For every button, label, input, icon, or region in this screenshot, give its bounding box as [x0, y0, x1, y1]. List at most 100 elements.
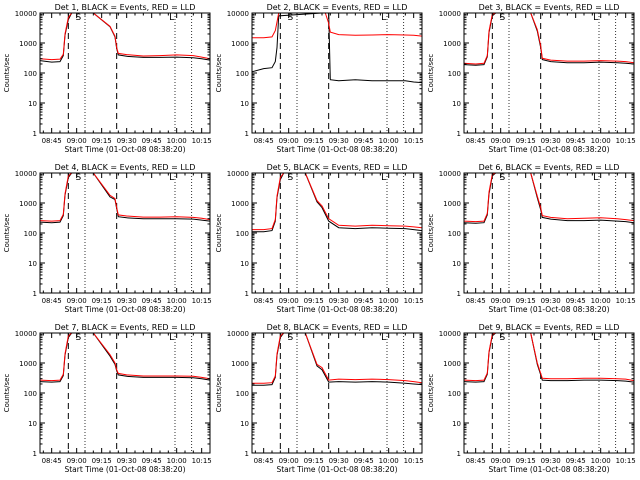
x-tick-label: 10:00	[379, 297, 399, 305]
x-tick-label: 09:15	[304, 457, 324, 465]
x-tick-label: 09:45	[566, 457, 586, 465]
y-tick-label: 1000	[231, 40, 249, 48]
x-tick-label: 09:00	[491, 137, 511, 145]
x-tick-label: 09:30	[541, 137, 561, 145]
x-tick-label: 08:45	[254, 297, 274, 305]
x-tick-label: 08:45	[254, 457, 274, 465]
marker-l-label: L	[169, 333, 174, 343]
y-tick-label: 10	[28, 100, 37, 108]
marker-s-label: S	[75, 333, 81, 343]
y-tick-label: 100	[236, 230, 249, 238]
x-tick-label: 09:45	[566, 297, 586, 305]
x-tick-label: 10:00	[591, 297, 611, 305]
y-tick-label: 1000	[443, 200, 461, 208]
x-tick-label: 09:45	[142, 137, 162, 145]
series-line-events	[464, 13, 634, 66]
y-tick-label: 1000	[19, 360, 37, 368]
panel-title: Det 1, BLACK = Events, RED = LLD	[55, 3, 196, 12]
x-tick-label: 08:45	[42, 457, 62, 465]
y-axis-title: Counts/sec	[427, 374, 435, 413]
y-tick-label: 10	[240, 420, 249, 428]
y-tick-label: 100	[24, 70, 37, 78]
series-line-lld	[252, 333, 422, 384]
y-tick-label: 10000	[227, 170, 249, 178]
series-line-lld	[252, 173, 422, 231]
x-axis-title: Start Time (01-Oct-08 08:38:20)	[488, 145, 609, 154]
x-tick-label: 10:00	[167, 137, 187, 145]
x-tick-label: 10:15	[404, 297, 424, 305]
x-tick-label: 09:00	[491, 457, 511, 465]
marker-s-label: S	[287, 13, 293, 23]
y-axis-title: Counts/sec	[427, 54, 435, 93]
x-tick-label: 08:45	[42, 137, 62, 145]
x-tick-label: 09:00	[491, 297, 511, 305]
y-tick-label: 1	[33, 130, 37, 138]
y-tick-label: 10	[452, 100, 461, 108]
x-tick-label: 09:45	[566, 137, 586, 145]
x-tick-label: 09:30	[117, 457, 137, 465]
y-tick-label: 10000	[15, 170, 37, 178]
x-tick-label: 10:15	[404, 137, 424, 145]
series-line-events	[252, 333, 422, 386]
y-tick-label: 1000	[231, 200, 249, 208]
y-tick-label: 10000	[227, 330, 249, 338]
x-tick-label: 09:00	[279, 297, 299, 305]
panel-title: Det 9, BLACK = Events, RED = LLD	[479, 323, 620, 332]
x-tick-label: 10:00	[379, 137, 399, 145]
x-axis-title: Start Time (01-Oct-08 08:38:20)	[276, 145, 397, 154]
x-tick-label: 08:45	[42, 297, 62, 305]
y-tick-label: 10000	[439, 330, 461, 338]
x-tick-label: 08:45	[254, 137, 274, 145]
x-tick-label: 10:15	[616, 457, 636, 465]
x-tick-label: 09:15	[516, 137, 536, 145]
x-tick-label: 09:00	[67, 137, 87, 145]
marker-s-label: S	[75, 173, 81, 183]
x-tick-label: 10:00	[167, 457, 187, 465]
x-axis-title: Start Time (01-Oct-08 08:38:20)	[276, 465, 397, 474]
x-tick-label: 09:30	[117, 297, 137, 305]
y-tick-label: 1	[457, 290, 461, 298]
y-tick-label: 100	[448, 230, 461, 238]
y-tick-label: 1	[245, 450, 249, 458]
x-tick-label: 09:30	[541, 457, 561, 465]
panel-title: Det 3, BLACK = Events, RED = LLD	[479, 3, 620, 12]
series-line-lld	[464, 13, 634, 65]
y-tick-label: 1	[457, 450, 461, 458]
x-tick-label: 08:45	[466, 297, 486, 305]
x-tick-label: 09:15	[92, 297, 112, 305]
y-tick-label: 100	[24, 390, 37, 398]
x-tick-label: 09:45	[142, 297, 162, 305]
panel-title: Det 4, BLACK = Events, RED = LLD	[55, 163, 196, 172]
y-tick-label: 10	[28, 260, 37, 268]
x-tick-label: 10:00	[591, 457, 611, 465]
y-tick-label: 10000	[227, 10, 249, 18]
y-tick-label: 1	[245, 130, 249, 138]
x-tick-label: 08:45	[466, 457, 486, 465]
y-tick-label: 1000	[443, 40, 461, 48]
y-tick-label: 10	[452, 420, 461, 428]
marker-l-label: L	[381, 173, 386, 183]
marker-l-label: L	[593, 333, 598, 343]
marker-s-label: S	[75, 13, 81, 23]
y-tick-label: 100	[448, 70, 461, 78]
marker-l-label: L	[593, 13, 598, 23]
x-axis-title: Start Time (01-Oct-08 08:38:20)	[64, 305, 185, 314]
panel-title: Det 7, BLACK = Events, RED = LLD	[55, 323, 196, 332]
series-line-events	[464, 333, 634, 383]
x-tick-label: 10:15	[192, 457, 212, 465]
y-tick-label: 1000	[19, 200, 37, 208]
y-tick-label: 1	[457, 130, 461, 138]
x-tick-label: 09:45	[354, 137, 374, 145]
y-tick-label: 1	[33, 450, 37, 458]
y-tick-label: 100	[448, 390, 461, 398]
